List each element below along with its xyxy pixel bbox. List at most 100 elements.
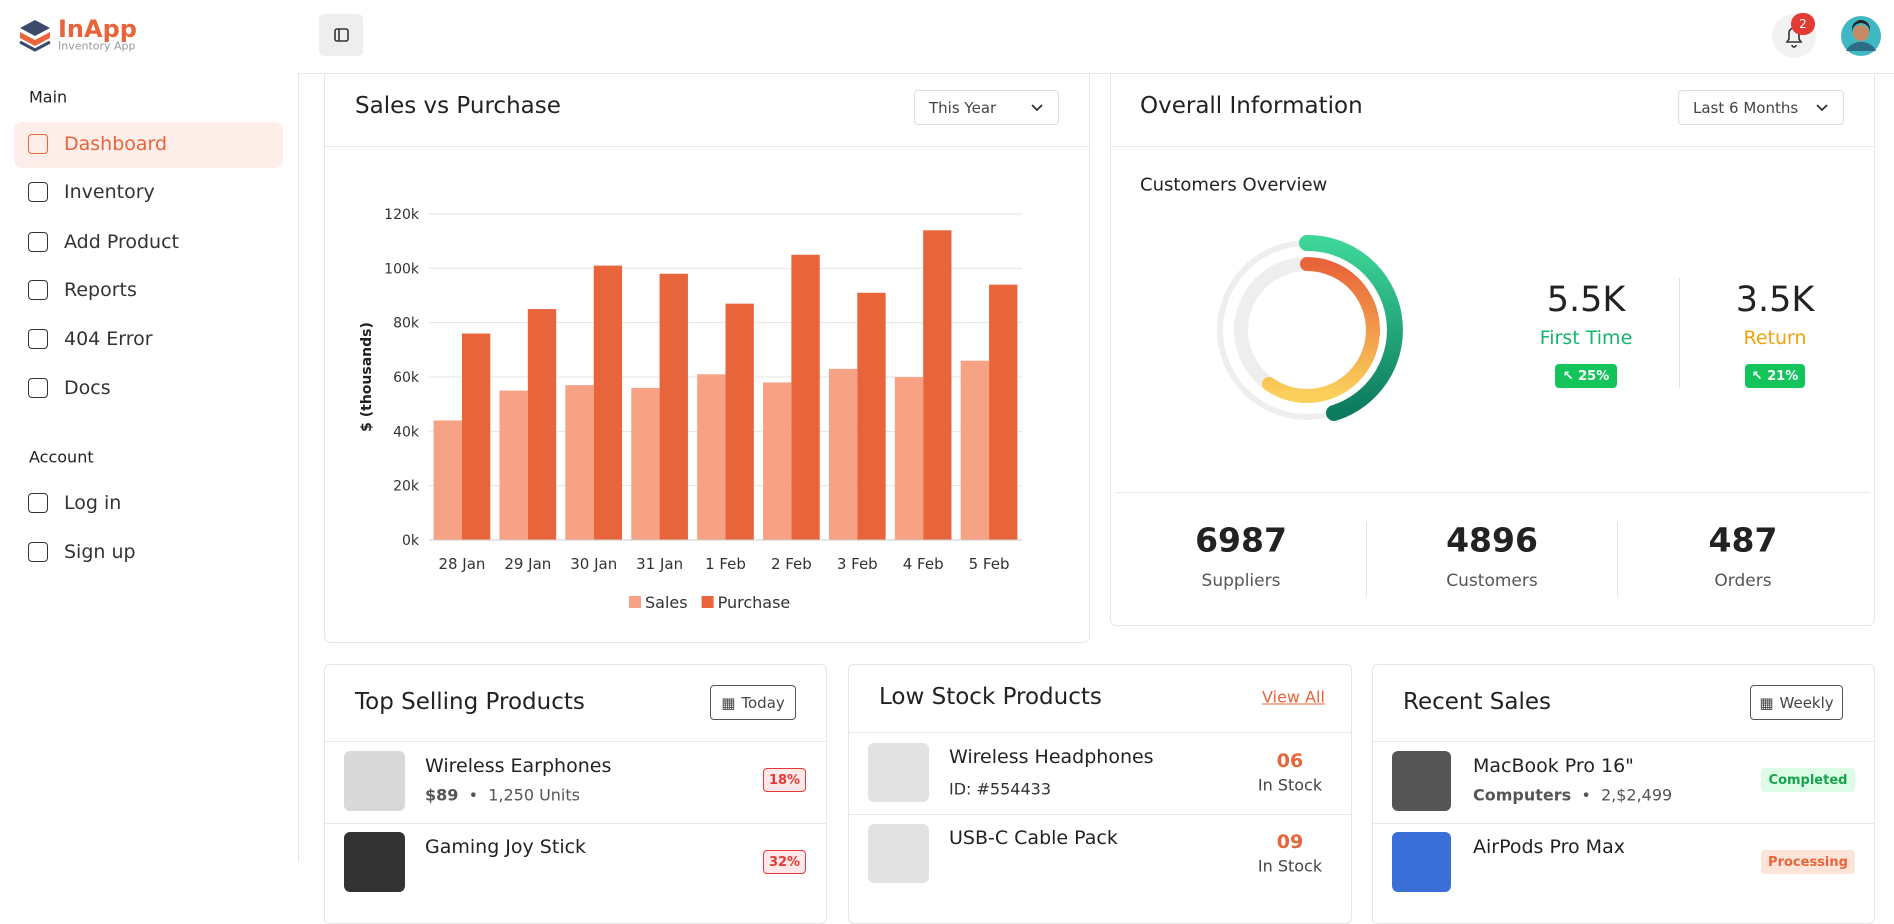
active-nav-bg: [14, 122, 283, 168]
badge: 18%: [763, 768, 806, 792]
product-name: AirPods Pro Max: [1473, 836, 1625, 858]
y-tick-label: 60k: [393, 370, 420, 386]
notification-count: 2: [1791, 13, 1815, 35]
card-title: Recent Sales: [1403, 689, 1552, 715]
nav-section-title: Account: [29, 447, 94, 467]
total-value: 487: [1708, 520, 1778, 560]
y-tick-label: 120k: [384, 207, 420, 223]
nav-icon: [28, 182, 48, 202]
product-image: [1392, 832, 1451, 892]
brand-name: InApp: [58, 15, 137, 43]
stat-value: 5.5K: [1546, 280, 1626, 320]
nav-icon: [28, 134, 48, 154]
nav-item[interactable]: Dashboard: [64, 133, 168, 155]
nav-icon: [28, 329, 48, 349]
bar: [763, 382, 792, 540]
bar: [828, 368, 858, 540]
product-category: Computers: [1473, 785, 1572, 805]
total-label: Suppliers: [1201, 571, 1281, 591]
stat-value: 3.5K: [1735, 280, 1815, 320]
period-select[interactable]: This Year: [914, 90, 1059, 125]
x-tick-label: 2 Feb: [771, 555, 812, 573]
y-tick-label: 20k: [393, 479, 420, 495]
avatar[interactable]: [1840, 15, 1882, 57]
nav-icon: [28, 542, 48, 562]
stat-change: ↖ 25%: [1555, 364, 1617, 388]
filter-button[interactable]: ▦ Today: [710, 685, 796, 720]
bar: [499, 390, 528, 540]
product-name: USB-C Cable Pack: [949, 827, 1118, 849]
period-select[interactable]: Last 6 Months: [1678, 90, 1844, 125]
divider: [1366, 522, 1367, 597]
x-tick-label: 1 Feb: [705, 555, 746, 573]
product-name: MacBook Pro 16": [1473, 755, 1634, 777]
nav-item[interactable]: 404 Error: [64, 328, 153, 350]
chart: 0k 20k 40k 60k 80k 100k 120k $ (thousands) 28 Ja…: [359, 207, 1022, 612]
stock-status: In Stock: [1257, 775, 1323, 795]
product-name: Gaming Joy Stick: [425, 836, 587, 858]
status-badge: Processing: [1761, 850, 1855, 874]
divider: [325, 823, 826, 824]
legend-swatch: [701, 596, 714, 608]
product-price: 2,$2,499: [1600, 785, 1673, 805]
bar: [565, 385, 594, 540]
nav-item[interactable]: Add Product: [64, 231, 179, 253]
stock-count: 09: [1276, 831, 1304, 853]
bar: [659, 273, 688, 540]
nav-item[interactable]: Reports: [64, 279, 137, 301]
nav-icon: [28, 378, 48, 398]
x-tick-label: 4 Feb: [903, 555, 944, 573]
logo: [19, 20, 51, 52]
product-image: [344, 751, 405, 811]
bar: [725, 303, 754, 540]
nav-icon: [28, 493, 48, 513]
period-value: Last 6 Months: [1693, 98, 1799, 117]
divider: [325, 146, 1089, 147]
filter-button[interactable]: ▦ Weekly: [1750, 685, 1843, 720]
divider: [849, 732, 1351, 733]
sidebar-toggle[interactable]: [319, 14, 363, 56]
product-units: 1,250 Units: [488, 785, 580, 805]
card-title: Low Stock Products: [879, 684, 1102, 710]
view-all-link[interactable]: View All: [1262, 687, 1325, 707]
y-tick-label: 0k: [402, 533, 420, 549]
y-tick-label: 100k: [384, 261, 420, 277]
bar: [697, 374, 726, 540]
product-name: Wireless Headphones: [949, 746, 1154, 768]
filter-label: Weekly: [1779, 693, 1834, 712]
nav-icon: [28, 280, 48, 300]
bar: [433, 420, 462, 540]
card-title: Overall Information: [1140, 93, 1363, 119]
badge: 32%: [763, 850, 806, 874]
bar: [857, 292, 886, 540]
nav-item[interactable]: Docs: [64, 377, 111, 399]
sidebar: [0, 0, 299, 862]
product-image: [344, 832, 405, 892]
divider: [1679, 278, 1680, 388]
total-value: 6987: [1195, 520, 1287, 560]
product-image: [868, 824, 929, 883]
nav-item[interactable]: Sign up: [64, 541, 136, 563]
x-tick-label: 28 Jan: [438, 555, 485, 573]
stat-label: Return: [1743, 327, 1807, 349]
y-axis-label: $ (thousands): [359, 322, 375, 432]
sales-card: [324, 62, 1090, 643]
divider: [325, 741, 826, 742]
bar: [593, 265, 623, 540]
nav-icon: [28, 232, 48, 252]
section-title: Customers Overview: [1140, 174, 1328, 196]
brand-tagline: Inventory App: [58, 39, 136, 53]
nav-item[interactable]: Log in: [64, 492, 122, 514]
bar: [527, 309, 557, 540]
y-tick-label: 80k: [393, 316, 420, 332]
legend-label: Sales: [645, 593, 688, 612]
divider: [1617, 522, 1618, 597]
nav-item[interactable]: Inventory: [64, 181, 155, 203]
product-name: Wireless Earphones: [425, 755, 612, 777]
total-label: Customers: [1446, 571, 1538, 591]
stock-count: 06: [1276, 750, 1304, 772]
product-image: [868, 743, 929, 802]
donut: [1217, 234, 1403, 421]
x-tick-label: 5 Feb: [969, 555, 1010, 573]
